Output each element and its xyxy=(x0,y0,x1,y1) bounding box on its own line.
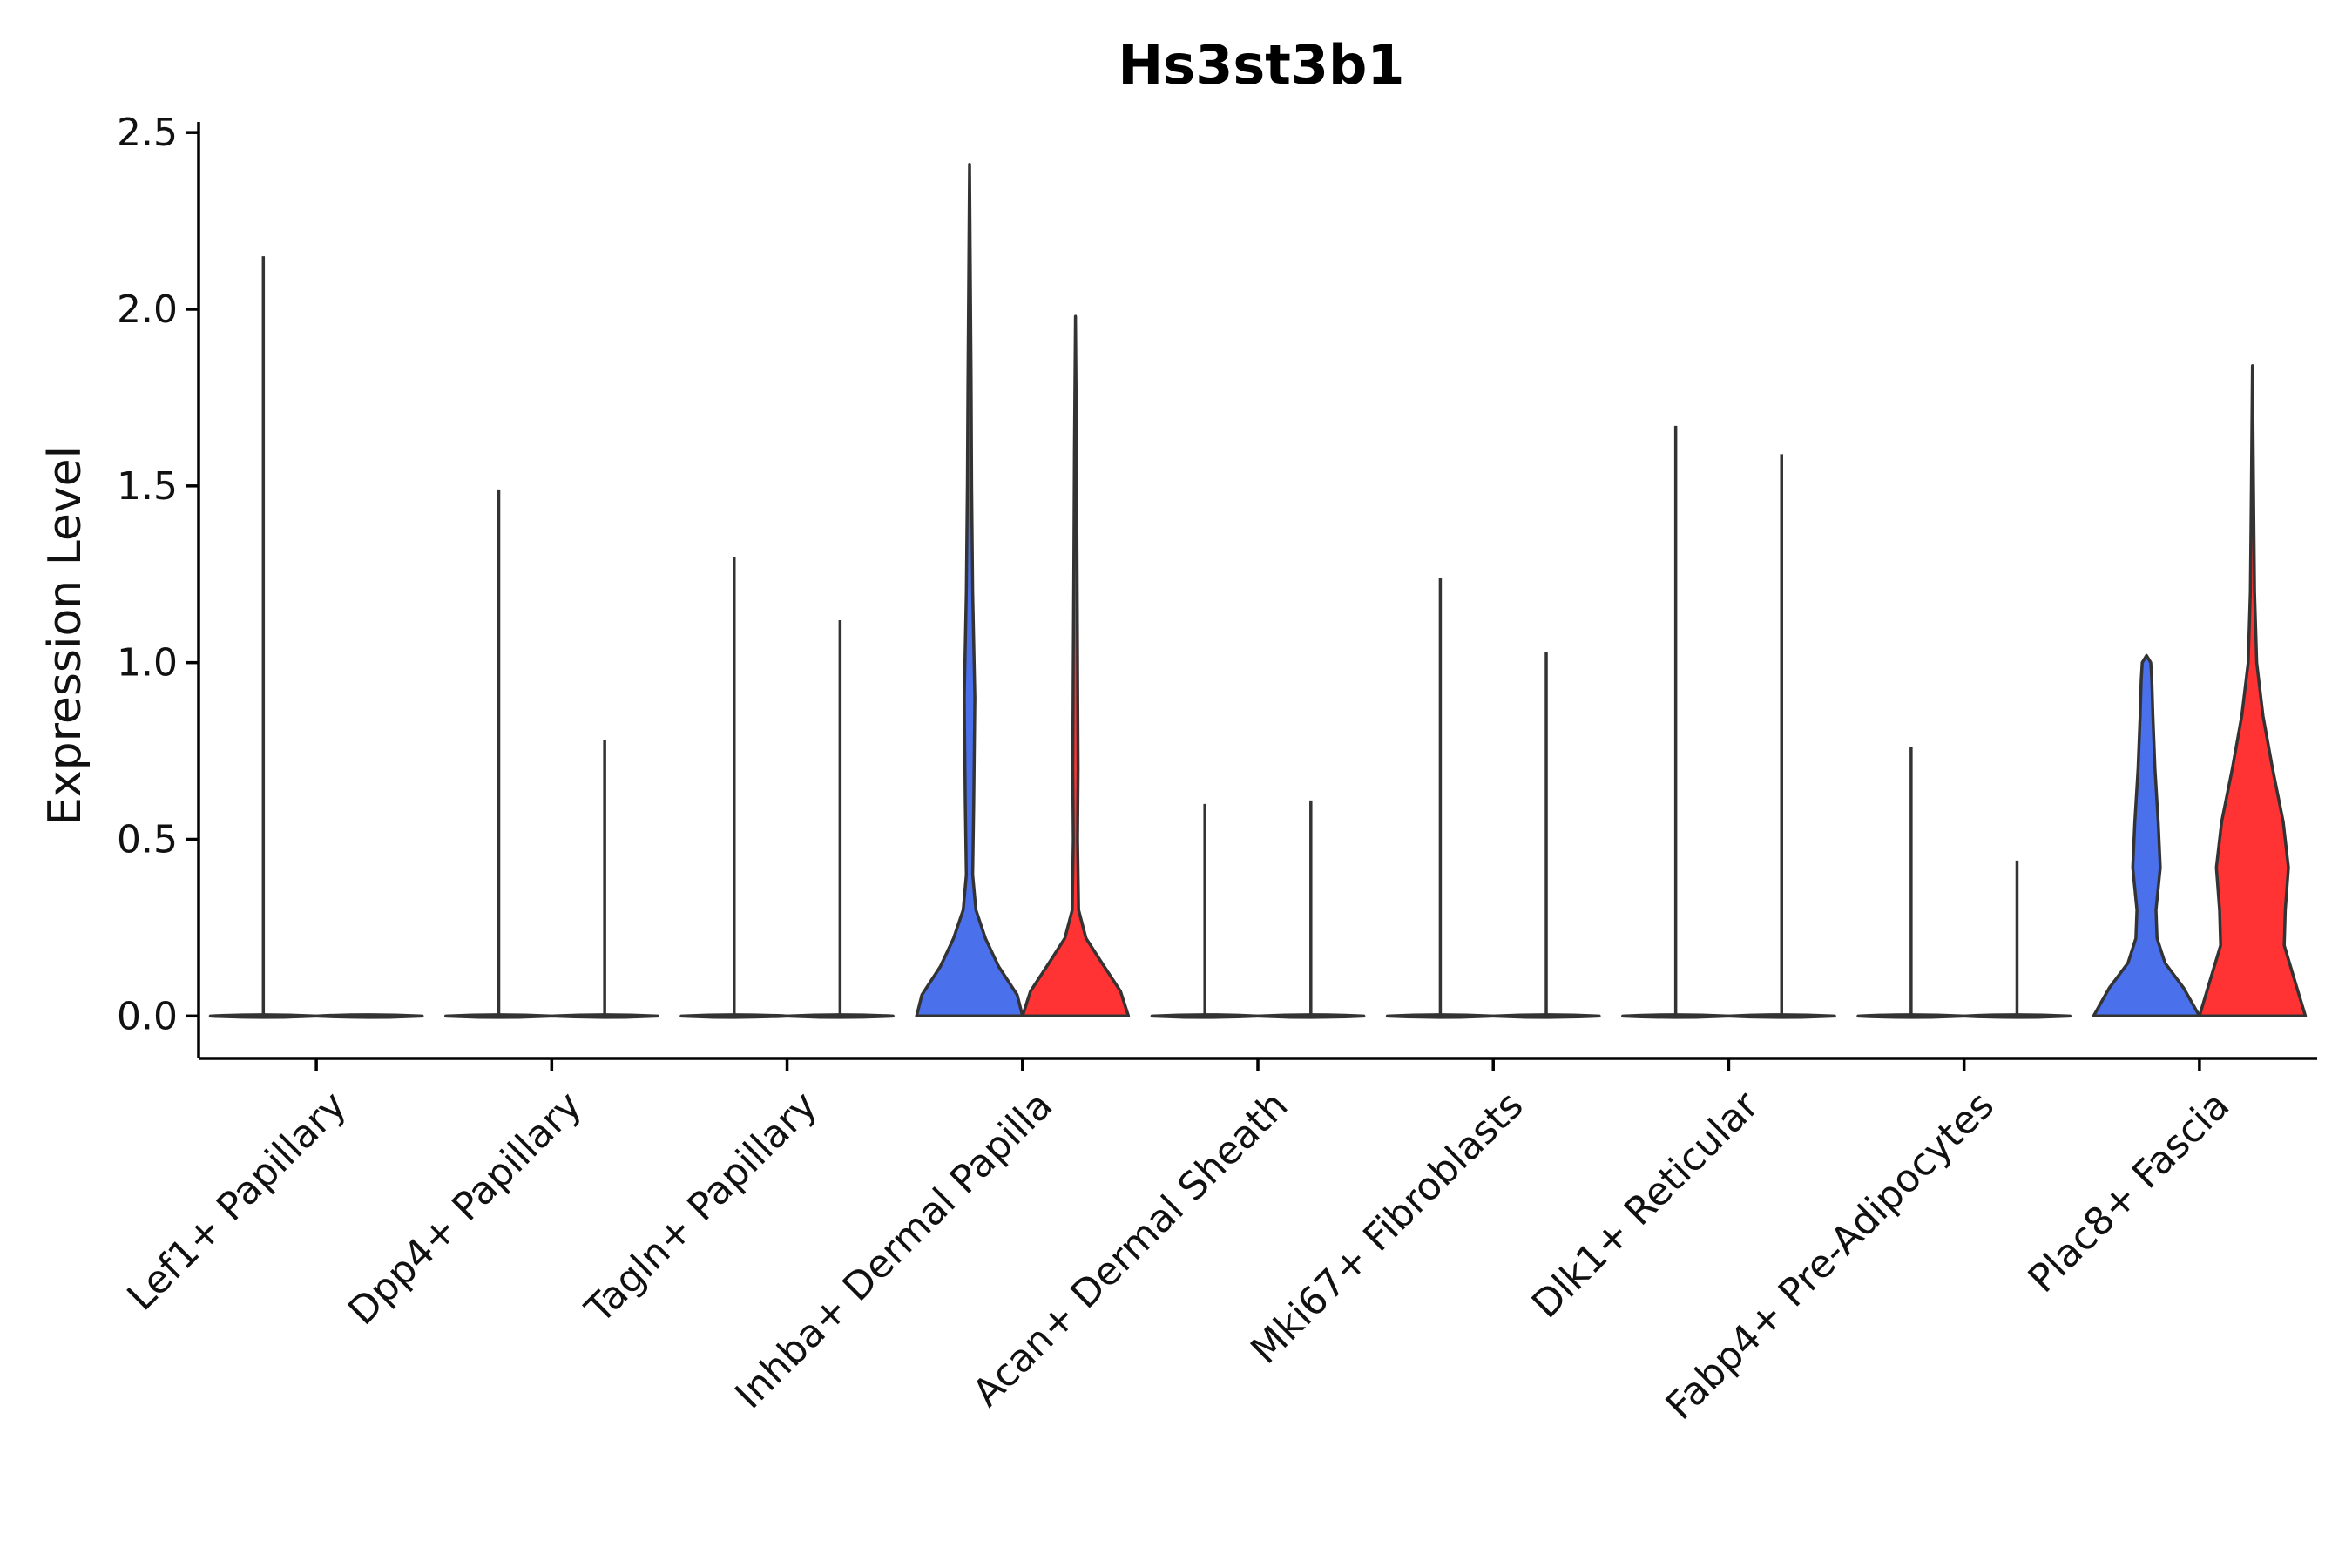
y-axis-title: Expression Level xyxy=(39,446,91,826)
x-tick-label: Dpp4+ Papillary xyxy=(340,1083,591,1334)
violin-group1-9 xyxy=(2092,653,2201,1018)
x-tick-label: Mki67+ Fibroblasts xyxy=(1242,1083,1531,1372)
x-tick-label: Lef1+ Papillary xyxy=(118,1083,355,1319)
y-tick-label: 0.5 xyxy=(117,817,178,862)
y-tick-label: 2.5 xyxy=(117,111,178,155)
violins-layer xyxy=(208,162,2308,1019)
x-tick-label: Dlk1+ Reticular xyxy=(1524,1083,1768,1328)
y-tick-label: 2.0 xyxy=(117,287,178,332)
y-tick-label: 1.0 xyxy=(117,641,178,686)
y-tick-label: 0.0 xyxy=(117,994,178,1038)
violin-group2-9 xyxy=(2198,364,2308,1018)
y-tick-label: 1.5 xyxy=(117,464,178,509)
x-tick-label: Tagln+ Papillary xyxy=(577,1083,826,1332)
violin-group1-4 xyxy=(915,162,1024,1018)
x-tick-label: Plac8+ Fascia xyxy=(2020,1083,2239,1301)
chart-title: Hs3st3b1 xyxy=(1118,33,1404,97)
violin-base-group2-1 xyxy=(314,1013,424,1019)
violin-group2-4 xyxy=(1021,314,1131,1018)
